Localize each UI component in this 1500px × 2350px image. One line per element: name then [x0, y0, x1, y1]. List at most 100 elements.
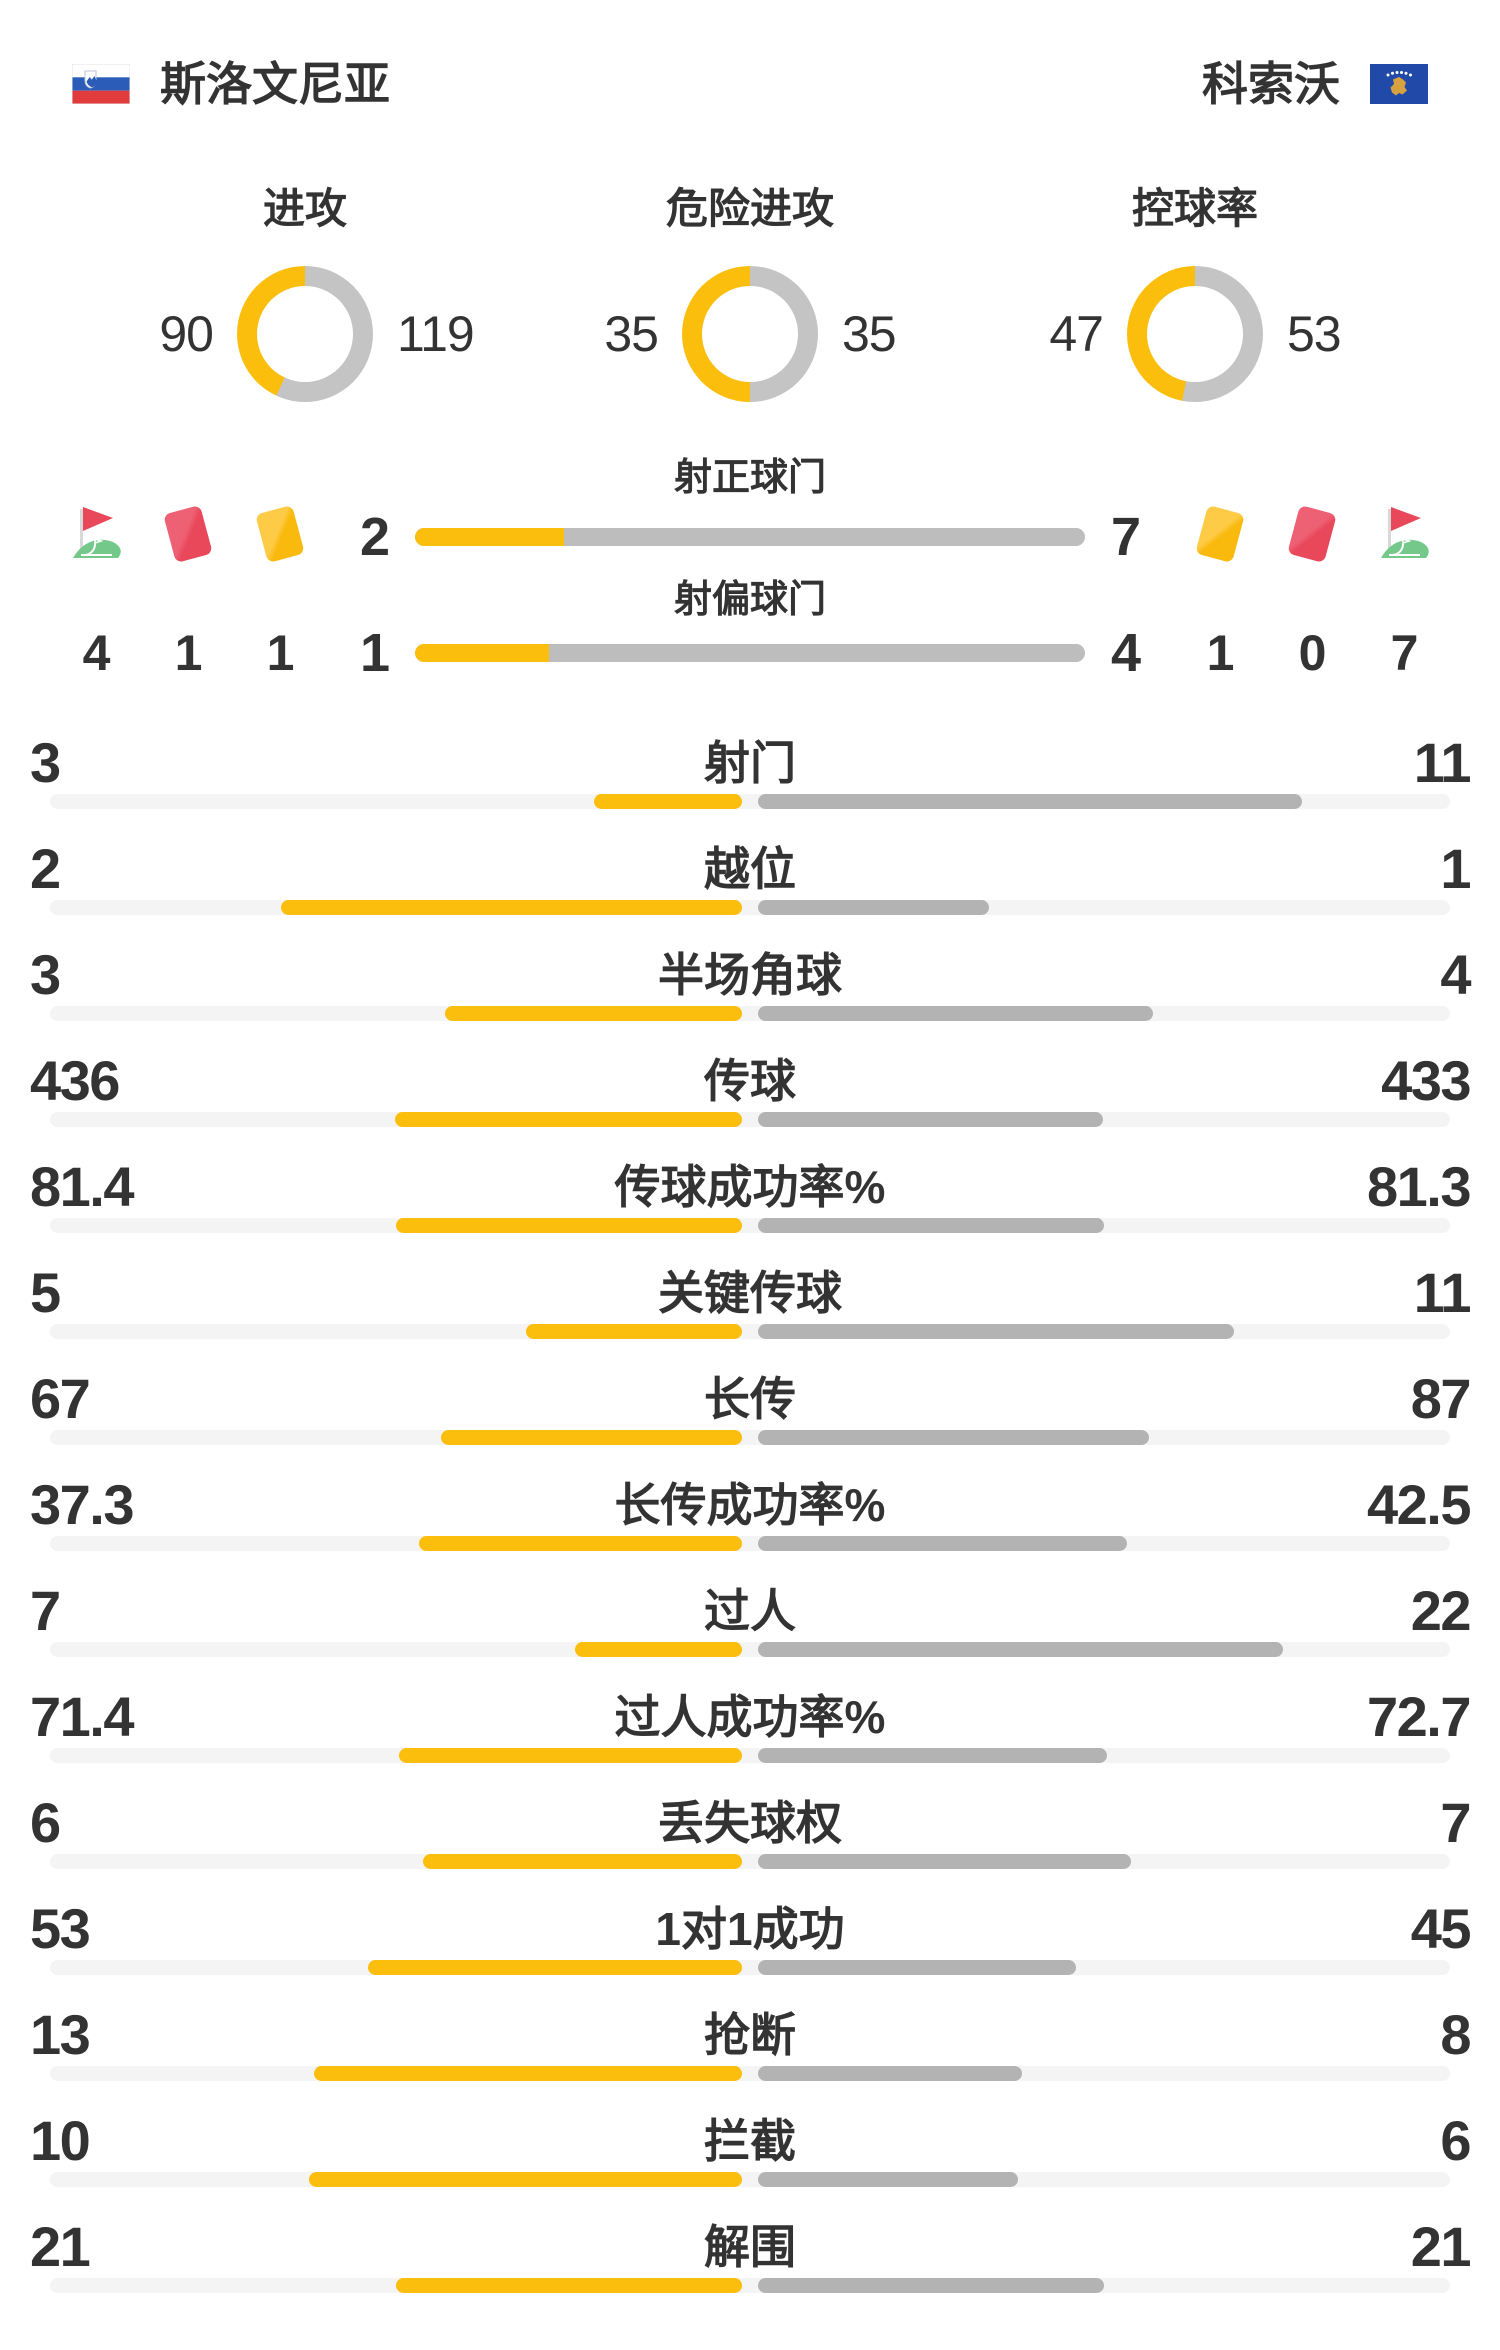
away-stat-bar — [758, 2172, 1018, 2187]
away-stat-bar — [758, 1112, 1103, 1127]
shots-on-target-row: 2 7 — [0, 507, 1500, 567]
stat-label: 射门 — [704, 737, 796, 789]
home-stat-bar — [396, 1218, 742, 1233]
home-stat-value: 10 — [30, 2109, 91, 2172]
home-corners-count: 4 — [82, 625, 111, 681]
home-stat-value: 81.4 — [30, 1155, 135, 1218]
stat-row: 37.3 长传成功率% 42.5 — [0, 1473, 1500, 1551]
away-stat-value: 45 — [1410, 1897, 1472, 1960]
kosovo-flag-icon — [1370, 61, 1428, 104]
away-stat-bar — [758, 1536, 1127, 1551]
home-stat-bar — [314, 2066, 742, 2081]
home-stat-bar — [445, 1006, 742, 1021]
away-stat-bar — [758, 1854, 1131, 1869]
stat-bar-track — [50, 900, 1450, 915]
home-stat-bar — [419, 1536, 742, 1551]
home-stat-value: 5 — [30, 1261, 61, 1324]
slovenia-flag-icon — [71, 61, 131, 105]
donut-charts-section: 进攻 90 119 危险进攻 35 35 控球率 47 53 — [90, 188, 1410, 402]
stat-row: 71.4 过人成功率% 72.7 — [0, 1685, 1500, 1763]
red-card-icon — [1284, 504, 1340, 564]
stat-row: 53 1对1成功 45 — [0, 1897, 1500, 1975]
home-stat-value: 37.3 — [30, 1473, 135, 1536]
stat-row: 3 射门 11 — [0, 735, 1500, 809]
home-discipline-counts: 4 1 1 — [68, 628, 308, 678]
home-stat-bar — [395, 1112, 742, 1127]
home-stat-value: 13 — [30, 2003, 91, 2066]
stat-bar-track — [50, 2172, 1450, 2187]
away-stat-value: 72.7 — [1367, 1685, 1472, 1748]
home-team-name: 斯洛文尼亚 — [160, 58, 390, 110]
away-possession-value: 53 — [1287, 306, 1342, 362]
away-attacks-value: 119 — [397, 306, 475, 362]
away-stat-bar — [758, 1642, 1283, 1657]
home-stat-bar — [423, 1854, 742, 1869]
stat-label: 1对1成功 — [655, 1903, 845, 1955]
stat-label: 传球成功率% — [614, 1161, 886, 1213]
away-stat-value: 1 — [1440, 837, 1471, 900]
away-stat-value: 42.5 — [1367, 1473, 1472, 1536]
home-team: 斯洛文尼亚 — [71, 48, 390, 114]
away-stat-value: 11 — [1413, 1261, 1472, 1324]
stat-bar-track — [50, 1006, 1450, 1021]
stat-bar-track — [50, 1536, 1450, 1551]
away-stat-bar — [758, 1960, 1076, 1975]
stat-row: 2 越位 1 — [0, 837, 1500, 915]
away-team: 科索沃 — [1202, 48, 1428, 114]
away-stat-bar — [758, 794, 1302, 809]
home-shots-on-target: 2 — [359, 507, 390, 567]
away-stat-value: 87 — [1410, 1367, 1472, 1430]
home-stat-bar — [368, 1960, 742, 1975]
home-stat-value: 2 — [30, 837, 61, 900]
home-stat-value: 436 — [30, 1049, 120, 1112]
home-attacks-value: 90 — [159, 306, 214, 362]
away-stat-bar — [758, 1430, 1149, 1445]
attacks-label: 进攻 — [262, 185, 347, 232]
away-stat-bar — [758, 1006, 1153, 1021]
possession-label: 控球率 — [1131, 185, 1258, 232]
corner-flag-icon — [1376, 504, 1432, 564]
home-yellow-cards-count: 1 — [266, 625, 295, 681]
home-dangerous-attacks-value: 35 — [604, 306, 659, 362]
away-stat-bar — [758, 1748, 1107, 1763]
home-red-cards-count: 1 — [174, 625, 203, 681]
away-shots-on-target: 7 — [1111, 507, 1141, 567]
away-stat-bar — [758, 900, 989, 915]
away-stat-bar — [758, 1324, 1234, 1339]
yellow-card-icon — [252, 504, 308, 564]
shots-off-target-bar — [415, 644, 1085, 662]
home-stat-bar — [309, 2172, 742, 2187]
home-stat-value: 6 — [30, 1791, 61, 1854]
away-discipline-icons — [1192, 504, 1432, 564]
away-stat-value: 4 — [1440, 943, 1471, 1006]
stat-bar-track — [50, 1112, 1450, 1127]
away-red-cards-count: 0 — [1298, 625, 1327, 681]
stat-label: 传球 — [704, 1055, 796, 1107]
home-stat-bar — [399, 1748, 742, 1763]
shots-cards-section: 射正球门 射偏球门 — [0, 458, 1500, 694]
stat-bar-track — [50, 1430, 1450, 1445]
away-yellow-cards-count: 1 — [1206, 625, 1235, 681]
away-discipline-counts: 1 0 7 — [1192, 628, 1432, 678]
home-stat-bar — [526, 1324, 742, 1339]
stat-row: 21 解围 21 — [0, 2215, 1500, 2293]
away-stat-value: 81.3 — [1367, 1155, 1472, 1218]
stat-label: 拦截 — [704, 2115, 796, 2167]
shots-on-target-bar — [415, 528, 1085, 546]
stat-bar-track — [50, 1960, 1450, 1975]
stat-row: 436 传球 433 — [0, 1049, 1500, 1127]
away-stat-value: 7 — [1440, 1791, 1471, 1854]
away-stat-value: 21 — [1410, 2215, 1472, 2278]
stat-label: 过人成功率% — [614, 1691, 886, 1743]
stat-label: 关键传球 — [658, 1267, 842, 1319]
away-stat-bar — [758, 2066, 1022, 2081]
away-stat-bar — [758, 1218, 1104, 1233]
home-shots-off-target: 1 — [359, 623, 390, 683]
match-header: 斯洛文尼亚 科索沃 — [0, 0, 1500, 114]
stat-row: 13 抢断 8 — [0, 2003, 1500, 2081]
home-discipline-icons — [68, 504, 308, 564]
yellow-card-icon — [1192, 504, 1248, 564]
corner-flag-icon — [68, 504, 124, 564]
stat-label: 解围 — [704, 2221, 796, 2273]
stat-row: 6 丢失球权 7 — [0, 1791, 1500, 1869]
